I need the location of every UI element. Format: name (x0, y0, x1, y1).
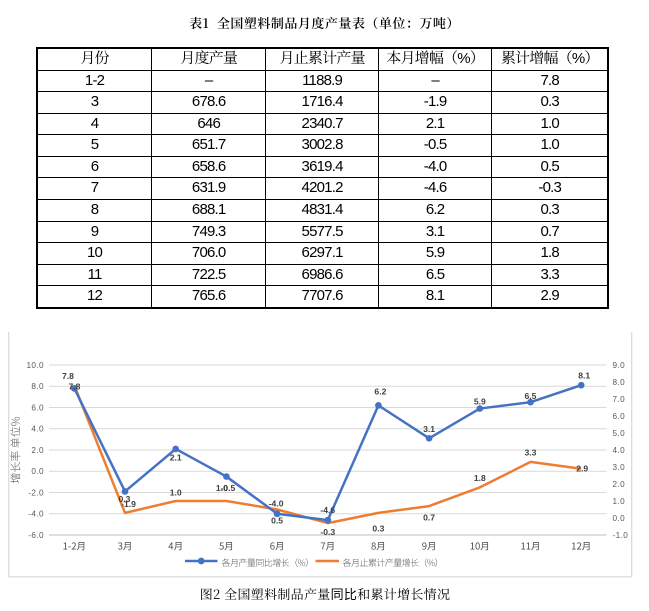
svg-text:3.1: 3.1 (423, 424, 435, 434)
svg-text:各月产量同比增长（%）: 各月产量同比增长（%） (222, 556, 314, 569)
svg-text:0.0: 0.0 (31, 467, 44, 476)
svg-text:-6.0: -6.0 (28, 531, 44, 540)
svg-text:12月: 12月 (571, 539, 591, 553)
svg-text:7.8: 7.8 (69, 382, 81, 392)
svg-text:7月: 7月 (320, 539, 335, 553)
svg-text:8.0: 8.0 (31, 382, 44, 391)
svg-text:3.3: 3.3 (525, 447, 537, 457)
svg-text:6月: 6月 (270, 539, 285, 553)
svg-text:2.0: 2.0 (31, 446, 44, 455)
svg-text:4.0: 4.0 (31, 425, 44, 434)
svg-text:0.3: 0.3 (119, 494, 131, 504)
svg-text:11月: 11月 (520, 539, 540, 553)
svg-text:4.0: 4.0 (613, 446, 626, 455)
svg-text:6.2: 6.2 (374, 386, 386, 396)
svg-text:-4.6: -4.6 (320, 505, 335, 515)
svg-text:4月: 4月 (168, 539, 183, 553)
svg-text:1-2月: 1-2月 (63, 539, 86, 553)
svg-text:5.0: 5.0 (613, 429, 626, 438)
svg-text:5月: 5月 (219, 539, 234, 553)
svg-text:8月: 8月 (371, 539, 386, 553)
svg-text:10月: 10月 (470, 539, 490, 553)
svg-text:1.8: 1.8 (474, 473, 486, 483)
svg-text:-4.0: -4.0 (269, 498, 284, 508)
svg-text:-1.0: -1.0 (613, 531, 629, 540)
svg-text:9月: 9月 (422, 539, 437, 553)
svg-text:3.0: 3.0 (613, 463, 626, 472)
svg-text:6.0: 6.0 (31, 403, 44, 412)
svg-text:7.0: 7.0 (613, 395, 626, 404)
svg-text:1.0: 1.0 (216, 483, 228, 493)
svg-text:2.1: 2.1 (170, 452, 182, 462)
svg-text:5.9: 5.9 (474, 397, 486, 407)
svg-text:6.0: 6.0 (613, 412, 626, 421)
svg-text:0.3: 0.3 (372, 524, 384, 534)
svg-text:增长率 单位%: 增长率 单位% (8, 416, 24, 483)
svg-text:各月止累计产量增长（%）: 各月止累计产量增长（%） (343, 556, 443, 569)
svg-text:8.0: 8.0 (613, 378, 626, 387)
svg-text:8.1: 8.1 (578, 371, 590, 381)
svg-text:3月: 3月 (118, 539, 133, 553)
svg-text:1.0: 1.0 (613, 497, 626, 506)
svg-text:图2 全国塑料制品产量同比和累计增长情况: 图2 全国塑料制品产量同比和累计增长情况 (200, 584, 451, 603)
svg-text:-4.0: -4.0 (28, 510, 44, 519)
svg-text:10.0: 10.0 (26, 361, 44, 370)
svg-text:2.0: 2.0 (613, 480, 626, 489)
svg-text:-0.5: -0.5 (220, 483, 235, 493)
svg-text:0.5: 0.5 (271, 516, 283, 526)
svg-text:6.5: 6.5 (525, 391, 537, 401)
svg-text:9.0: 9.0 (613, 361, 626, 370)
svg-text:0.7: 0.7 (423, 512, 435, 522)
svg-text:-2.0: -2.0 (28, 488, 44, 497)
svg-text:-0.3: -0.3 (320, 527, 335, 537)
svg-text:-1.9: -1.9 (121, 499, 136, 509)
svg-text:0.0: 0.0 (613, 514, 626, 523)
svg-text:2.9: 2.9 (576, 464, 588, 474)
svg-text:1.0: 1.0 (170, 487, 182, 497)
svg-text:7.8: 7.8 (62, 371, 74, 381)
